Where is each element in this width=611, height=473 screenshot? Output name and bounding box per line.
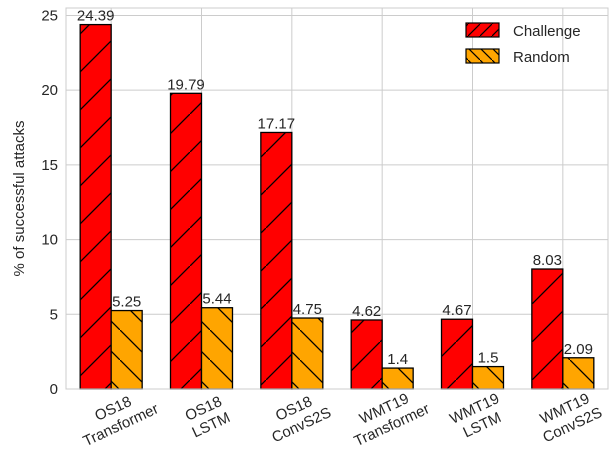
bar-challenge-outline [531,268,564,390]
y-tick-label: 5 [50,306,58,323]
bar-random-outline [562,357,595,390]
bar-challenge-outline [260,131,293,390]
y-tick-label: 0 [50,381,58,398]
bar-random-outline [200,307,234,390]
bar-random-outline [291,317,324,390]
bar-challenge-outline [169,92,203,390]
bar-random-outline [381,367,414,390]
data-label: 1.4 [387,351,408,368]
bar-challenge-outline [350,319,383,390]
bar-random-outline [110,309,143,390]
y-axis-ticks: 0 5 10 15 20 25 [41,7,58,398]
data-label: 24.39 [77,8,115,25]
legend: Challenge Random [465,22,581,66]
bar-challenge-outline [440,318,474,390]
plot-area-frame [65,7,609,390]
x-tick-label: WMT19LSTM [447,390,509,444]
x-tick-label: WMT19ConvS2S [533,388,605,447]
y-tick-label: 15 [41,157,58,174]
data-label: 17.17 [258,115,296,132]
data-label: 2.09 [564,341,593,358]
y-tick-label: 10 [41,232,58,249]
data-label: 4.62 [352,303,381,320]
legend-swatch-outline [465,22,500,38]
x-axis-ticks: OS18Transformer OS18LSTM OS18ConvS2S WMT19T… [73,384,605,450]
y-tick-label: 20 [41,82,58,99]
data-labels: 24.39 19.79 17.17 4.62 4.67 8.03 5.25 5.44 4.75 1… [77,8,593,368]
y-tick-label: 25 [41,7,58,24]
data-label: 1.5 [478,350,499,367]
x-tick-label: OS18ConvS2S [262,388,334,447]
legend-label-random: Random [513,49,570,66]
bars [79,23,595,390]
data-label: 4.75 [293,301,322,318]
x-tick-label: WMT19Transformer [344,384,432,450]
data-label: 5.44 [202,291,231,308]
bar-random-outline [471,365,505,390]
x-tick-label: OS18Transformer [73,384,161,450]
legend-swatch-outline [465,48,500,64]
bar-challenge-outline [79,23,112,390]
legend-label-challenge: Challenge [513,23,581,40]
x-tick-label: OS18LSTM [182,393,233,442]
data-label: 5.25 [112,294,141,311]
data-label: 4.67 [442,302,471,319]
data-label: 19.79 [167,76,205,93]
y-axis-title: % of successful attacks [11,121,28,277]
data-label: 8.03 [533,252,562,269]
